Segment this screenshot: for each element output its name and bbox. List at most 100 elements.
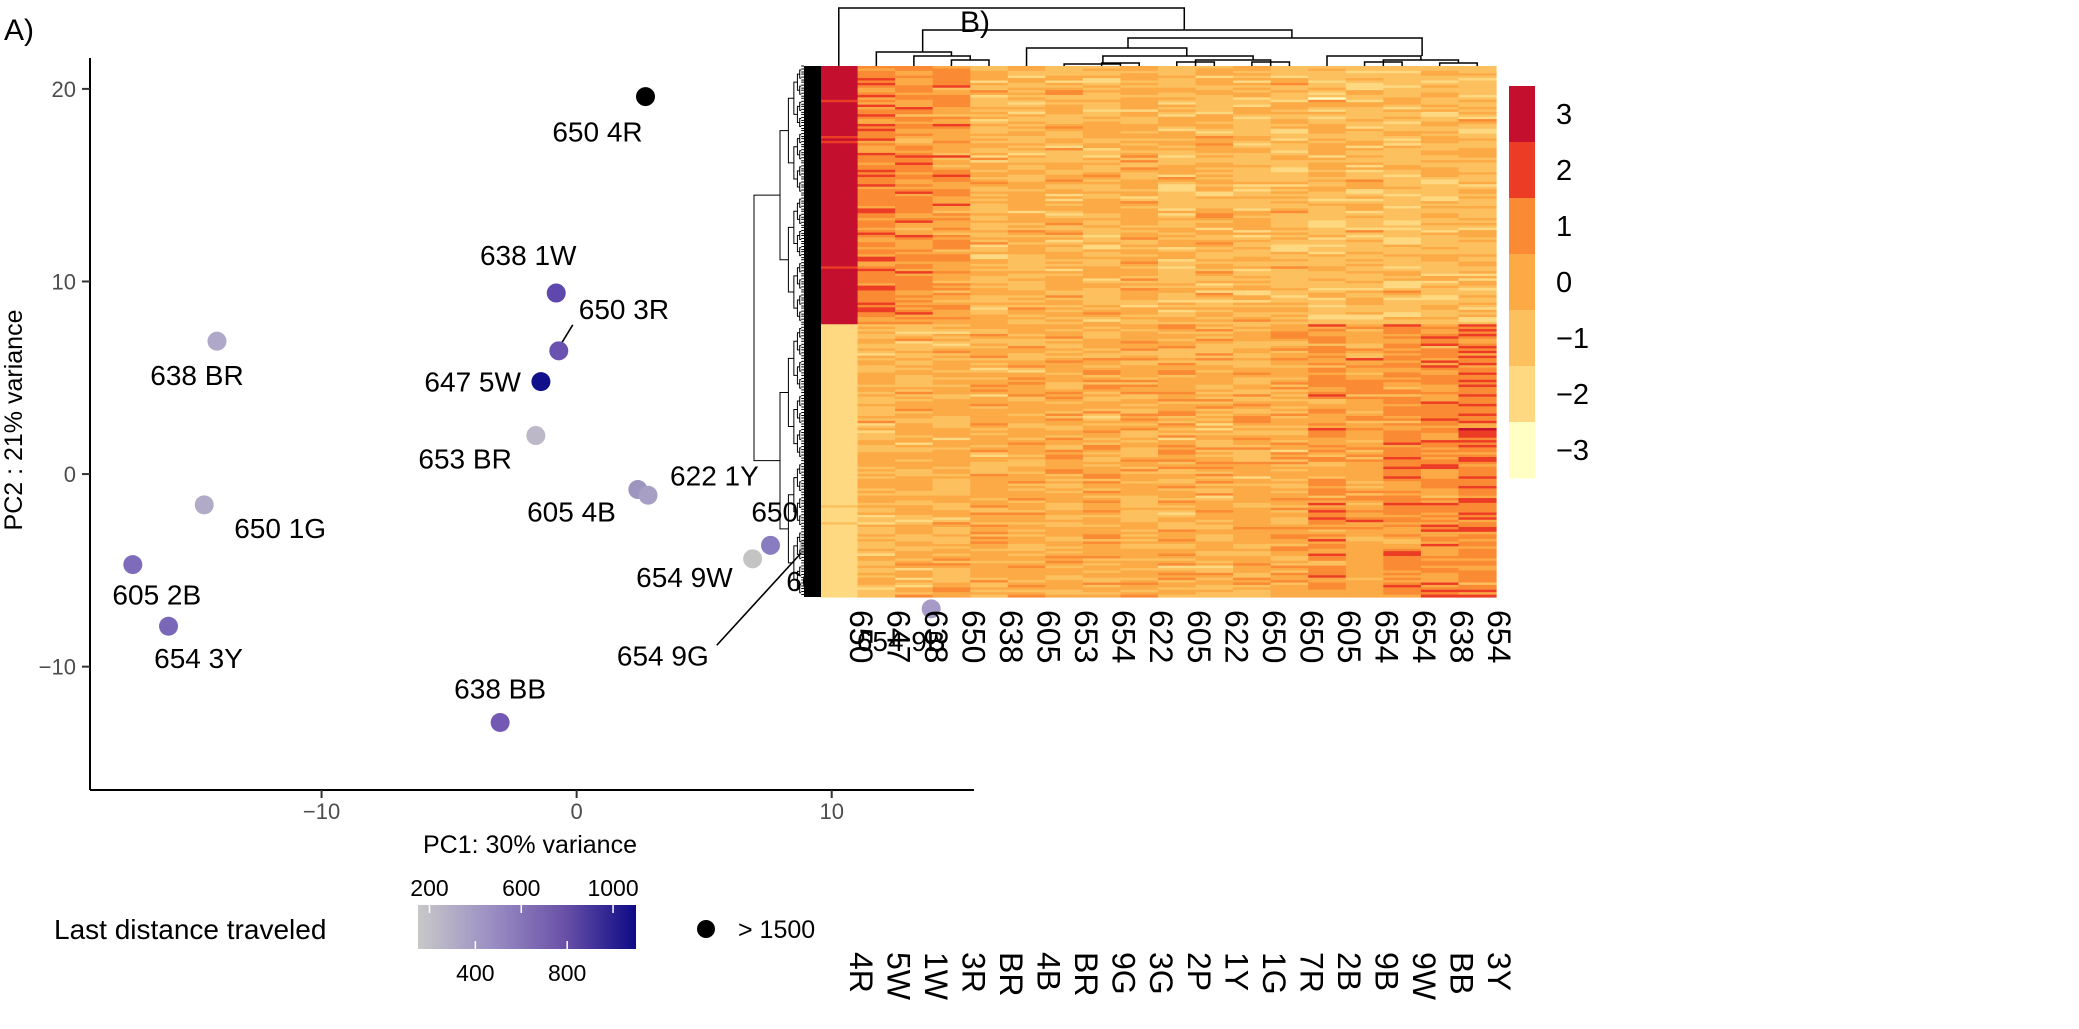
heatmap-cell — [1233, 256, 1272, 260]
heatmap-cell — [1120, 244, 1159, 248]
heatmap-cell — [1383, 519, 1422, 523]
heatmap-cell — [1082, 104, 1122, 108]
heatmap-column-id: 622 — [1143, 610, 1179, 663]
heatmap-cell — [1082, 377, 1122, 381]
heatmap-cell — [1383, 152, 1422, 156]
heatmap-cell — [1345, 498, 1384, 502]
heatmap-cell — [1233, 379, 1272, 383]
heatmap-cell — [1345, 353, 1384, 357]
heatmap-cell — [1458, 278, 1497, 282]
heatmap-cell — [1270, 225, 1309, 229]
heatmap-cell — [857, 473, 896, 477]
heatmap-cell — [1233, 536, 1272, 540]
heatmap-cell — [1270, 82, 1309, 86]
heatmap-cell — [1270, 102, 1309, 106]
heatmap-cell — [1045, 481, 1084, 485]
heatmap-cell — [895, 150, 934, 154]
heatmap-cell — [895, 469, 934, 473]
heatmap-cell — [1120, 360, 1159, 364]
heatmap-cell — [1007, 300, 1046, 304]
heatmap-cell — [1383, 70, 1422, 74]
heatmap-cell — [1195, 162, 1234, 166]
heatmap-cell — [895, 568, 934, 572]
heatmap-cell — [1120, 522, 1159, 526]
heatmap-cell — [895, 430, 934, 434]
heatmap-cell — [970, 312, 1009, 316]
heatmap-cell — [895, 169, 934, 173]
heatmap-cell — [1383, 428, 1422, 432]
heatmap-cell — [1345, 382, 1384, 386]
heatmap-cell — [857, 179, 896, 183]
heatmap-cell — [1308, 440, 1347, 444]
heatmap-cell — [1233, 172, 1272, 176]
heatmap-cell — [1420, 541, 1460, 545]
heatmap-cell — [1383, 348, 1422, 352]
heatmap-cell — [932, 413, 971, 417]
heatmap-cell — [1233, 365, 1272, 369]
heatmap-cell — [1233, 592, 1272, 596]
heatmap-cell — [1233, 560, 1272, 564]
heatmap-cell — [857, 560, 896, 564]
column-dendrogram-branch — [1127, 37, 1423, 56]
heatmap-cell — [1120, 73, 1159, 77]
heatmap-cell — [1420, 169, 1460, 173]
heatmap-cell — [1458, 162, 1497, 166]
heatmap-cell — [1007, 568, 1046, 572]
heatmap-cell — [820, 476, 859, 480]
heatmap-cell — [1383, 73, 1422, 77]
heatmap-cell — [1045, 529, 1084, 533]
heatmap-cell — [1383, 362, 1422, 366]
heatmap-cell — [895, 230, 934, 234]
heatmap-cell — [1458, 473, 1497, 477]
heatmap-cell — [1158, 123, 1197, 127]
heatmap-cell — [1420, 543, 1460, 547]
heatmap-cell — [1233, 97, 1272, 101]
heatmap-cell — [820, 442, 859, 446]
heatmap-cell — [1233, 191, 1272, 195]
heatmap-cell — [1420, 372, 1460, 376]
heatmap-cell — [932, 568, 971, 572]
heatmap-cell — [1120, 90, 1159, 94]
heatmap-cell — [895, 333, 934, 337]
heatmap-cell — [932, 459, 971, 463]
heatmap-cell — [1045, 389, 1084, 393]
heatmap-cell — [1082, 563, 1122, 567]
heatmap-cell — [1120, 157, 1159, 161]
heatmap-cell — [1082, 312, 1122, 316]
heatmap-cell — [1383, 256, 1422, 260]
heatmap-cell — [1383, 343, 1422, 347]
heatmap-cell — [1158, 326, 1197, 330]
heatmap-cell — [1007, 541, 1046, 545]
heatmap-cell — [1158, 135, 1197, 140]
heatmap-cell — [1007, 208, 1046, 212]
heatmap-cell — [1158, 251, 1197, 255]
heatmap-cell — [1158, 592, 1197, 596]
heatmap-cell — [1045, 483, 1084, 487]
heatmap-cell — [1345, 411, 1384, 415]
heatmap-cell — [1233, 70, 1272, 74]
heatmap-cell — [1195, 66, 1234, 70]
heatmap-cell — [970, 387, 1009, 391]
heatmap-cell — [1082, 275, 1122, 279]
heatmap-cell — [1270, 505, 1309, 509]
heatmap-cell — [1233, 471, 1272, 475]
heatmap-cell — [857, 222, 896, 226]
heatmap-cell — [820, 401, 859, 405]
heatmap-cell — [1383, 461, 1422, 465]
heatmap-cell — [1120, 495, 1159, 499]
heatmap-cell — [970, 367, 1009, 371]
heatmap-cell — [857, 210, 896, 214]
heatmap-cell — [1308, 75, 1347, 79]
heatmap-cell — [1120, 457, 1159, 461]
heatmap-cell — [1082, 304, 1122, 308]
heatmap-cell — [1082, 338, 1122, 342]
heatmap-cell — [1158, 162, 1197, 166]
heatmap-cell — [895, 82, 934, 86]
heatmap-cell — [1007, 572, 1046, 576]
heatmap-cell — [1045, 290, 1084, 294]
heatmap-cell — [820, 181, 859, 185]
heatmap-cell — [1195, 464, 1234, 468]
heatmap-cell — [1082, 406, 1122, 410]
heatmap-cell — [1345, 399, 1384, 403]
heatmap-cell — [1082, 372, 1122, 376]
